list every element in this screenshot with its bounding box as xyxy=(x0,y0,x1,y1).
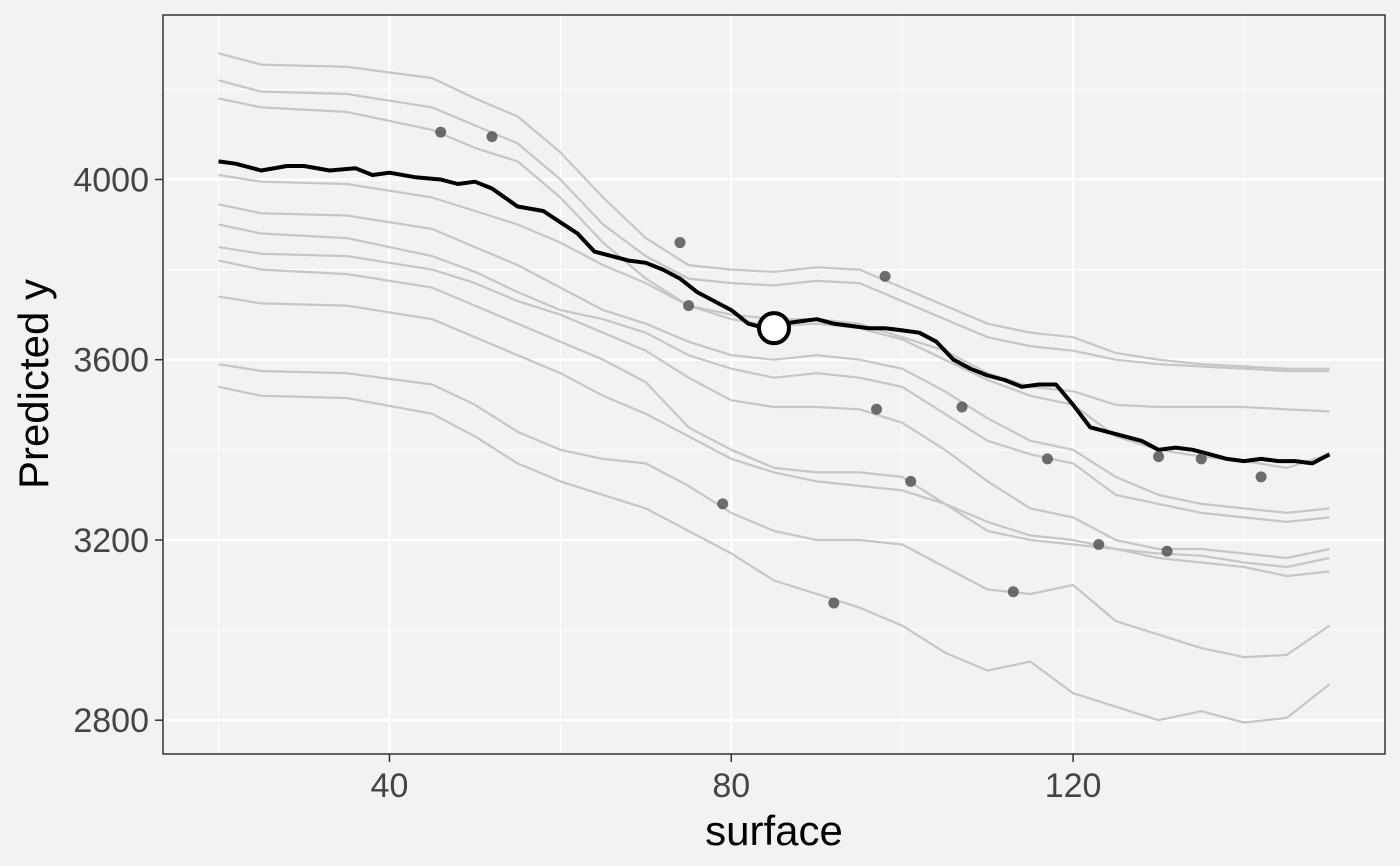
observation-point xyxy=(435,126,447,138)
observation-point xyxy=(1195,453,1207,465)
partial-dependence xyxy=(218,159,1331,466)
observation-point xyxy=(717,498,729,510)
observation-point xyxy=(683,300,695,312)
ice-curve xyxy=(218,203,1330,514)
observation-point xyxy=(1041,453,1053,465)
y-tick-label: 4000 xyxy=(73,161,149,199)
ice-curve xyxy=(218,295,1330,578)
observation-point xyxy=(1093,538,1105,550)
ice-curve xyxy=(218,259,1330,569)
y-tick-label: 3600 xyxy=(73,342,149,380)
ice-curve xyxy=(218,363,1331,659)
y-tick-label: 3200 xyxy=(73,522,149,560)
x-axis-title: surface xyxy=(705,807,843,854)
observation-point xyxy=(1153,451,1165,463)
observation-point xyxy=(905,475,917,487)
x-tick-label: 120 xyxy=(1045,767,1102,805)
observation-point xyxy=(1007,586,1019,598)
observation-point xyxy=(486,131,498,143)
ice-curve xyxy=(218,385,1331,724)
observation-point xyxy=(956,401,968,413)
observation-point xyxy=(1161,545,1173,557)
observation-points xyxy=(435,126,1267,609)
ice-curve xyxy=(218,223,1330,523)
observation-point xyxy=(1255,471,1267,483)
pdp-line xyxy=(218,159,1331,466)
observation-point xyxy=(871,403,883,415)
y-tick-label: 2800 xyxy=(73,702,149,740)
y-axis-ticks: 2800 3200 3600 4000 xyxy=(73,161,163,740)
ice-curve xyxy=(218,246,1330,560)
highlight xyxy=(757,311,791,346)
observation-point xyxy=(674,237,686,249)
ice-curve xyxy=(218,52,1330,370)
plot-border xyxy=(162,14,1386,755)
y-axis-title: Predicted y xyxy=(10,279,57,489)
observation-point xyxy=(828,597,840,609)
x-tick-label: 40 xyxy=(371,767,409,805)
x-tick-label: 80 xyxy=(712,767,750,805)
highlight-point xyxy=(757,311,791,346)
ice-curve xyxy=(218,79,1330,373)
x-axis-ticks: 40 80 120 xyxy=(371,754,1102,805)
plot-panel xyxy=(163,15,1385,754)
observation-point xyxy=(879,270,891,282)
